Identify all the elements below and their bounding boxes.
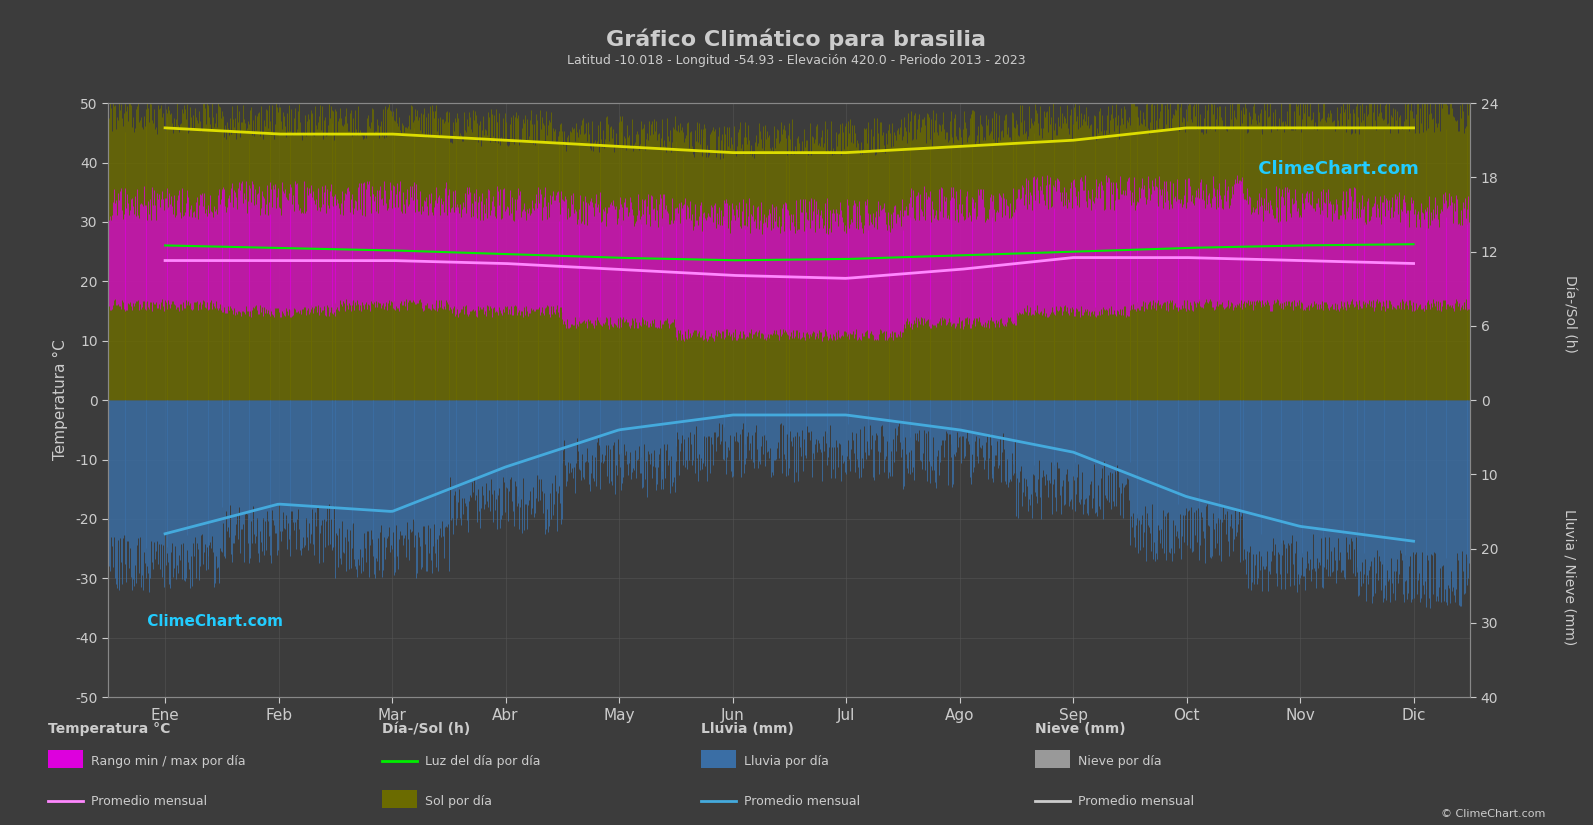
Text: Promedio mensual: Promedio mensual	[91, 794, 207, 808]
Text: Nieve (mm): Nieve (mm)	[1035, 722, 1126, 736]
Text: Día-/Sol (h): Día-/Sol (h)	[382, 722, 470, 736]
Text: Temperatura °C: Temperatura °C	[48, 722, 170, 736]
Y-axis label: Temperatura °C: Temperatura °C	[54, 340, 68, 460]
Text: Lluvia / Nieve (mm): Lluvia / Nieve (mm)	[1563, 509, 1575, 646]
Text: Promedio mensual: Promedio mensual	[744, 794, 860, 808]
Text: Lluvia por día: Lluvia por día	[744, 755, 828, 768]
Text: Latitud -10.018 - Longitud -54.93 - Elevación 420.0 - Periodo 2013 - 2023: Latitud -10.018 - Longitud -54.93 - Elev…	[567, 54, 1026, 67]
Text: Gráfico Climático para brasilia: Gráfico Climático para brasilia	[607, 29, 986, 50]
Text: Día-/Sol (h): Día-/Sol (h)	[1563, 275, 1575, 352]
Text: Promedio mensual: Promedio mensual	[1078, 794, 1195, 808]
Text: Lluvia (mm): Lluvia (mm)	[701, 722, 793, 736]
Text: Rango min / max por día: Rango min / max por día	[91, 755, 245, 768]
Text: Nieve por día: Nieve por día	[1078, 755, 1161, 768]
Text: Luz del día por día: Luz del día por día	[425, 755, 542, 768]
Text: ClimeChart.com: ClimeChart.com	[1252, 160, 1419, 178]
Text: © ClimeChart.com: © ClimeChart.com	[1440, 808, 1545, 818]
Text: ClimeChart.com: ClimeChart.com	[142, 614, 284, 629]
Text: Sol por día: Sol por día	[425, 794, 492, 808]
